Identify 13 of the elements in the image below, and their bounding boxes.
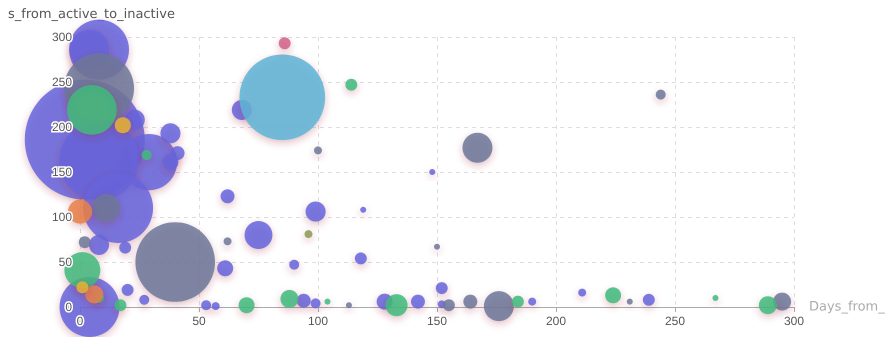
y-tick-label: 150 [52, 165, 72, 179]
x-tick-label: 250 [664, 314, 686, 328]
x-tick-label: 300 [784, 314, 804, 328]
x-axis-title: Days_from_ [809, 300, 886, 314]
y-tick-label: 300 [52, 30, 72, 44]
y-axis-title: s_from_active_to_inactive [8, 7, 175, 22]
y-tick-label: 0 [65, 300, 72, 314]
y-tick-label: 200 [52, 120, 72, 134]
x-tick-label: 150 [426, 314, 448, 328]
x-tick-label: 0 [76, 314, 84, 328]
x-tick-label: 50 [192, 314, 206, 328]
x-tick-label: 200 [546, 314, 566, 328]
x-tick-label: 100 [308, 314, 328, 328]
